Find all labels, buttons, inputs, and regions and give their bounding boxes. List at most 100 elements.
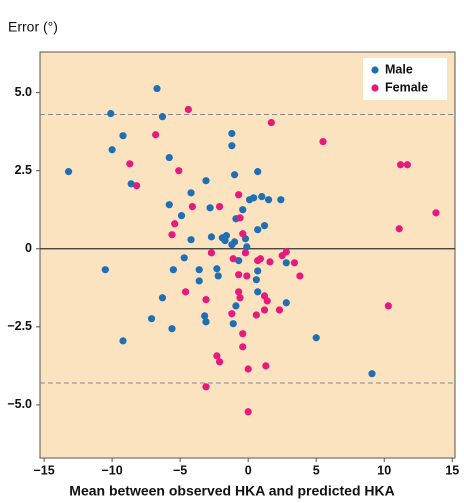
point	[290, 259, 299, 267]
point	[119, 132, 127, 140]
point	[239, 330, 247, 338]
point	[250, 194, 258, 202]
point	[214, 272, 222, 280]
point	[216, 358, 224, 366]
point	[384, 302, 392, 310]
point	[168, 231, 176, 239]
point	[403, 161, 411, 169]
point	[202, 318, 210, 326]
point	[228, 310, 236, 318]
point	[207, 249, 216, 257]
point	[254, 267, 262, 275]
point	[202, 383, 210, 391]
point	[229, 255, 237, 263]
point	[239, 206, 247, 214]
point	[432, 209, 440, 217]
point	[206, 204, 214, 212]
point	[236, 214, 244, 222]
point	[108, 146, 116, 154]
point	[202, 177, 210, 185]
x-tick-label: 5	[313, 463, 320, 477]
point	[119, 337, 127, 345]
point	[228, 129, 236, 138]
point	[319, 138, 327, 146]
point	[184, 105, 192, 114]
x-tick-label: 0	[245, 463, 252, 477]
point	[282, 259, 290, 267]
point	[153, 84, 161, 93]
point	[180, 254, 188, 262]
y-tick-label: −2.5	[7, 319, 32, 333]
x-tick-label: −10	[102, 463, 123, 477]
point	[195, 277, 203, 285]
point	[195, 266, 203, 274]
point	[165, 153, 173, 162]
point	[260, 306, 269, 314]
x-tick-label: −15	[33, 463, 54, 477]
point	[232, 302, 240, 310]
point	[213, 265, 221, 273]
point	[165, 201, 173, 209]
point	[254, 168, 262, 176]
point	[267, 118, 275, 127]
point	[107, 109, 115, 118]
point	[244, 408, 252, 416]
x-tick-label: 10	[377, 463, 391, 477]
point	[228, 142, 236, 150]
point	[230, 238, 239, 246]
x-tick-label: 15	[445, 463, 459, 477]
point	[239, 230, 247, 238]
point	[254, 257, 262, 265]
point	[236, 294, 244, 302]
point	[158, 294, 167, 302]
point	[158, 113, 167, 121]
y-tick-label: 2.5	[15, 163, 32, 177]
y-tick-label: 5.0	[15, 85, 32, 99]
legend-box	[363, 58, 447, 100]
point	[262, 362, 270, 370]
point	[252, 276, 260, 284]
point	[168, 325, 176, 333]
point	[264, 196, 273, 204]
point	[222, 232, 231, 240]
point	[171, 220, 179, 228]
point	[133, 182, 141, 190]
point	[201, 312, 209, 320]
point	[127, 180, 135, 188]
point	[282, 248, 290, 256]
point	[258, 192, 266, 201]
point	[254, 226, 262, 234]
point	[181, 288, 190, 296]
point	[175, 167, 183, 175]
y-tick-label: −5.0	[7, 397, 32, 411]
point	[263, 297, 271, 305]
point	[275, 306, 284, 314]
point	[254, 288, 262, 296]
point	[177, 212, 186, 220]
point	[169, 266, 177, 274]
point	[187, 236, 195, 244]
point	[395, 225, 403, 233]
point	[126, 160, 134, 168]
point	[213, 352, 221, 360]
x-tick-label: −5	[173, 463, 187, 477]
x-axis-label: Mean between observed HKA and predicted …	[69, 483, 394, 499]
point	[296, 272, 304, 280]
point	[64, 168, 73, 176]
point	[266, 258, 274, 266]
point	[282, 299, 290, 307]
point	[216, 202, 224, 211]
point	[239, 343, 247, 351]
point	[396, 161, 405, 169]
point	[244, 365, 252, 373]
point	[152, 131, 160, 139]
point	[229, 320, 237, 328]
chart-title: Error (°)	[8, 19, 58, 35]
point	[243, 243, 251, 251]
legend-marker	[371, 84, 379, 92]
point	[260, 222, 269, 230]
point	[207, 233, 216, 241]
point	[252, 311, 260, 319]
y-tick-label: 0	[25, 241, 32, 255]
point	[188, 202, 196, 211]
